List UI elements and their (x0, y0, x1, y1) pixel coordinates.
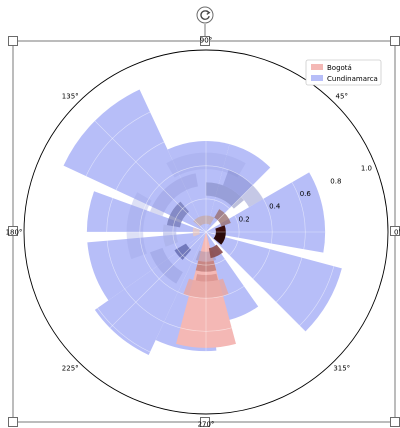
polar-inner-segment-1 (126, 192, 152, 260)
polar-inner-segment-14 (213, 232, 226, 245)
polar-bar-cundinamarca-9 (206, 232, 342, 332)
angular-gridline-45 (205, 103, 335, 233)
resize-handle-top-left[interactable] (8, 36, 18, 46)
legend-label-cundinamarca: Cundinamarca (327, 75, 378, 83)
radial-tick-label-3: 0.8 (330, 177, 341, 185)
polar-chart: 0° 45° 90° 135° 180° 225° 270° 315° 0.2 0.4 0.6 0.… (6, 37, 400, 428)
resize-handle-bottom-right[interactable] (390, 417, 400, 427)
polar-inner-segment-4 (222, 169, 264, 208)
angle-tick-label-180: 180° (6, 229, 23, 237)
polar-bar-cundinamarca-6 (94, 232, 206, 355)
polar-bar-cundinamarca-2 (167, 141, 230, 232)
polar-inner-segment-17 (193, 215, 215, 227)
legend-swatch-cundinamarca (311, 75, 323, 81)
legend-frame (305, 59, 382, 86)
legend-swatch-bogota (311, 64, 323, 70)
legend: Bogotá Cundinamarca (305, 59, 382, 86)
rotate-icon[interactable] (196, 6, 214, 24)
radial-tick-label-4: 1.0 (361, 165, 372, 173)
angular-gridline-135 (77, 103, 207, 233)
polar-bar-cundinamarca-5 (87, 232, 206, 301)
polar-inner-segment-3 (150, 247, 183, 284)
angular-gridline-315 (205, 231, 335, 361)
polar-inner-segment-13 (208, 244, 224, 259)
polar-bar-cundinamarca-0 (206, 172, 326, 253)
angle-tick-label-45: 45° (336, 93, 348, 101)
legend-label-bogota: Bogotá (327, 64, 352, 72)
resize-handle-bottom-left[interactable] (8, 417, 18, 427)
polar-inner-segment-16 (214, 209, 231, 227)
angle-tick-label-135: 135° (62, 93, 79, 101)
angle-tick-label-90: 90° (200, 37, 212, 45)
polar-inner-segment-15 (215, 225, 226, 232)
polar-inner-segment-7 (174, 243, 192, 260)
polar-inner-segment-2 (150, 173, 198, 217)
radial-tick-label-0: 0.2 (239, 215, 250, 223)
polar-inner-segment-5 (206, 182, 245, 209)
polar-outer-circle (23, 49, 389, 415)
angle-tick-label-315: 315° (333, 364, 350, 372)
resize-handle-middle-left[interactable] (8, 226, 18, 236)
resize-handle-top-right[interactable] (390, 36, 400, 46)
angle-tick-label-0: 0° (394, 229, 400, 237)
polar-inner-segment-11 (195, 273, 219, 282)
radial-tick-label-2: 0.6 (300, 190, 312, 198)
polar-bar-cundinamarca-1 (206, 144, 271, 232)
angular-gridline-225 (77, 231, 207, 361)
radial-tick-label-1: 0.4 (269, 203, 281, 211)
resize-handle-bottom-center[interactable] (200, 417, 210, 427)
resize-handle-top-center[interactable] (200, 36, 210, 46)
angle-tick-label-225: 225° (62, 364, 79, 372)
angle-tick-label-270: 270° (198, 421, 215, 428)
